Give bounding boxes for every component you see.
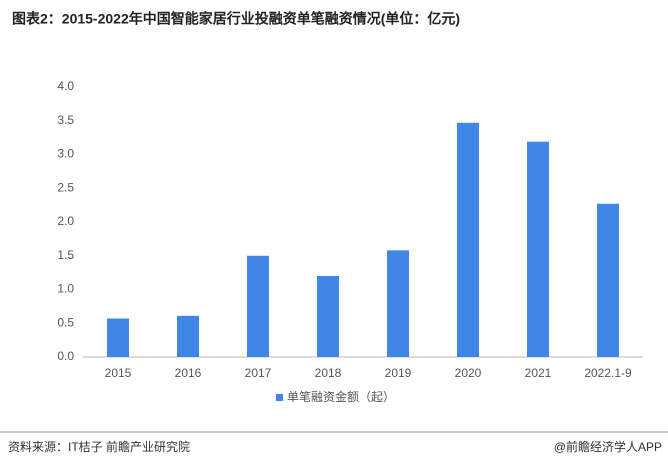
x-tick-label: 2016 — [175, 366, 202, 380]
legend-label: 单笔融资金额（起） — [287, 389, 395, 404]
bar — [177, 315, 199, 357]
y-tick-label: 3.5 — [57, 113, 74, 127]
y-tick-label: 1.0 — [57, 282, 74, 296]
legend-swatch — [276, 394, 283, 401]
y-tick-label: 0.0 — [57, 349, 74, 363]
bar — [247, 255, 269, 357]
x-tick-label: 2022.1-9 — [584, 366, 632, 380]
chart-title: 图表2：2015-2022年中国智能家居行业投融资单笔融资情况(单位：亿元) — [12, 11, 460, 27]
bar — [597, 203, 619, 357]
bar — [387, 250, 409, 357]
y-tick-label: 0.5 — [57, 315, 74, 329]
x-tick-label: 2021 — [525, 366, 552, 380]
x-tick-label: 2015 — [105, 366, 132, 380]
bar — [457, 122, 479, 358]
y-tick-label: 4.0 — [57, 79, 74, 93]
bar — [107, 318, 129, 357]
x-tick-label: 2018 — [315, 366, 342, 380]
x-tick-label: 2020 — [455, 366, 482, 380]
credit: @前瞻经济学人APP — [554, 439, 662, 454]
y-tick-label: 3.0 — [57, 147, 74, 161]
x-tick-label: 2019 — [385, 366, 412, 380]
y-tick-label: 2.0 — [57, 214, 74, 228]
bar — [317, 276, 339, 357]
x-tick-label: 2017 — [245, 366, 272, 380]
source-note: 资料来源：IT桔子 前瞻产业研究院 — [8, 439, 190, 454]
y-tick-label: 2.5 — [57, 180, 74, 194]
bar — [527, 141, 549, 357]
y-tick-label: 1.5 — [57, 248, 74, 262]
